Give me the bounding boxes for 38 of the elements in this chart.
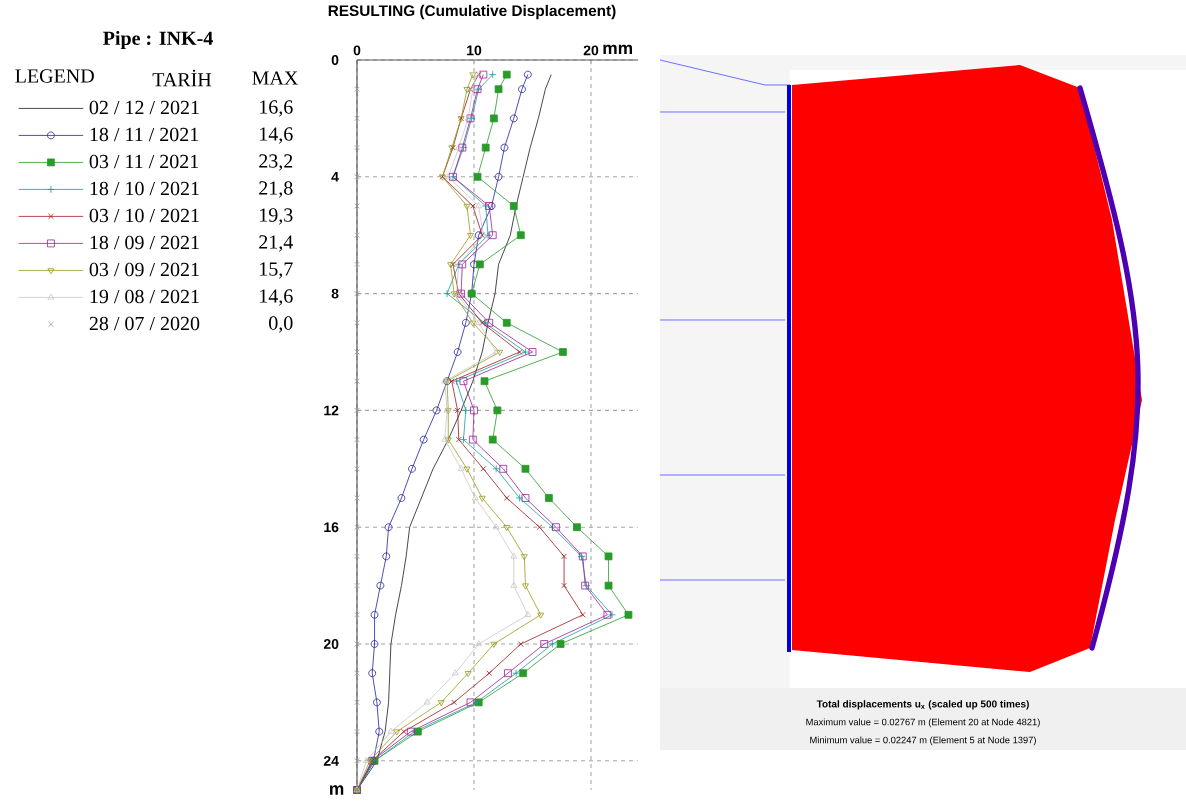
text: 21,4 [259, 235, 293, 252]
y-tick-label: 20 [323, 639, 339, 649]
x-axis-title: mm [603, 44, 633, 54]
text: 14,6 [260, 127, 293, 144]
legend-label: 03 / 10 / 2021 [89, 208, 199, 223]
text: Pipe : INK-4 [103, 30, 213, 50]
y-tick-label: 0 [331, 55, 339, 65]
legend-label: 19 / 08 / 2021 [90, 289, 199, 304]
x-tick-label: 10 [467, 45, 482, 56]
text: 14,6 [260, 289, 293, 306]
legend-label: 28 / 07 / 2020 [89, 316, 200, 331]
y-tick-label: 4 [331, 172, 339, 182]
chart-title: RESULTING (Cumulative Displacement) [328, 4, 616, 20]
text: Minimum value = 0.02247 m (Element 5 at Node 1397) [810, 736, 1036, 746]
text: 15,7 [260, 262, 293, 279]
y-tick-label: 24 [323, 755, 339, 766]
legend-label: 02 / 12 / 2021 [89, 100, 199, 115]
text: 19,3 [260, 208, 293, 225]
legend-label: 18 / 09 / 2021 [90, 235, 199, 250]
text: 23,2 [259, 154, 293, 171]
legend-title: LEGEND [15, 69, 94, 83]
y-tick-label: 8 [331, 288, 339, 299]
legend-label: 03 / 11 / 2021 [89, 154, 199, 169]
text: Maximum value = 0.02767 m (Element 20 at Node 4821) [806, 718, 1040, 728]
text: MAX [252, 71, 298, 85]
text: 16,6 [260, 100, 293, 117]
legend-label: 03 / 09 / 2021 [89, 262, 199, 277]
x-tick-label: 0 [353, 45, 361, 56]
y-tick-label: 12 [324, 405, 339, 416]
y-axis-title: m [330, 785, 344, 795]
legend-label: 18 / 10 / 2021 [90, 181, 199, 196]
text: TARİH [152, 69, 212, 87]
legend-label: 18 / 11 / 2021 [90, 127, 199, 142]
text: 0,0 [269, 316, 293, 333]
y-tick-label: 16 [324, 522, 339, 533]
x-tick-label: 20 [583, 45, 599, 56]
text: Total displacements u$_{x}$ (scaled up 500 times) [816, 700, 1029, 710]
text: 21,8 [259, 181, 293, 198]
